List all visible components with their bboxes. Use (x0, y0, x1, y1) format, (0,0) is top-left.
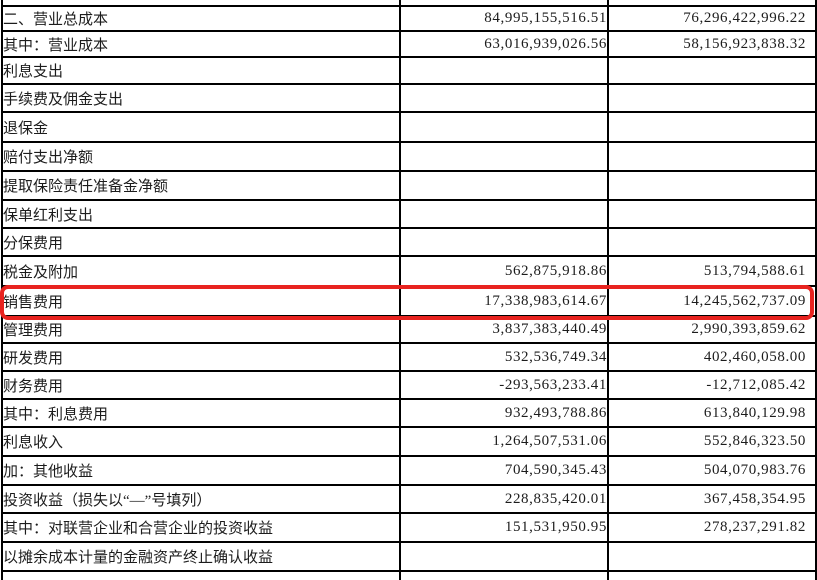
amount-prior-period (607, 227, 817, 257)
row-label: 其中：对联营企业和合营企业的投资收益 (1, 512, 401, 543)
partial-row-bottom (1, 570, 817, 580)
row-label: 利息支出 (1, 56, 401, 85)
amount-current-period: 1,264,507,531.06 (399, 426, 609, 457)
amount-current-period (399, 199, 609, 229)
row-label: 研发费用 (1, 342, 401, 372)
amount-prior-period: 278,237,291.82 (607, 512, 817, 543)
row-label: 其中：营业成本 (1, 30, 401, 58)
row-label: 分保费用 (1, 227, 401, 257)
partial-row-top (1, 0, 817, 7)
row-label: 其中：利息费用 (1, 398, 401, 428)
amount-current-period (399, 56, 609, 85)
amount-current-period (399, 541, 609, 572)
table-row: 税金及附加 562,875,918.86 513,794,588.61 (1, 255, 817, 287)
row-label: 提取保险责任准备金净额 (1, 170, 401, 201)
table-row: 赔付支出净额 (1, 141, 817, 172)
amount-current-period: 151,531,950.95 (399, 512, 609, 543)
table-row: 加：其他收益 704,590,345.43 504,070,983.76 (1, 455, 817, 486)
empty-cell (1, 0, 401, 7)
amount-prior-period: 402,460,058.00 (607, 342, 817, 372)
row-label: 二、营业总成本 (1, 5, 401, 32)
table-row: 其中：利息费用 932,493,788.86 613,840,129.98 (1, 398, 817, 428)
amount-prior-period: 513,794,588.61 (607, 255, 817, 287)
row-label: 保单红利支出 (1, 199, 401, 229)
amount-current-period (399, 227, 609, 257)
row-label: 销售费用 (1, 285, 401, 317)
row-label: 财务费用 (1, 370, 401, 400)
empty-cell (607, 0, 817, 7)
row-label: 管理费用 (1, 315, 401, 344)
amount-prior-period (607, 199, 817, 229)
empty-cell (399, 570, 609, 580)
amount-prior-period (607, 83, 817, 113)
table-row: 以摊余成本计量的金融资产终止确认收益 (1, 541, 817, 572)
row-label: 退保金 (1, 111, 401, 143)
table-row: 分保费用 (1, 227, 817, 257)
table-body: 二、营业总成本 84,995,155,516.51 76,296,422,996.2… (1, 5, 817, 572)
amount-prior-period: 613,840,129.98 (607, 398, 817, 428)
table-row: 保单红利支出 (1, 199, 817, 229)
table-row: 利息支出 (1, 56, 817, 85)
amount-current-period: 562,875,918.86 (399, 255, 609, 287)
table-row-highlighted: 销售费用 17,338,983,614.67 14,245,562,737.09 (1, 285, 817, 317)
amount-current-period (399, 170, 609, 201)
amount-prior-period (607, 170, 817, 201)
amount-current-period (399, 111, 609, 143)
amount-prior-period: 76,296,422,996.22 (607, 5, 817, 32)
amount-current-period (399, 141, 609, 172)
amount-prior-period: 552,846,323.50 (607, 426, 817, 457)
table-row: 财务费用 -293,563,233.41 -12,712,085.42 (1, 370, 817, 400)
amount-current-period: 3,837,383,440.49 (399, 315, 609, 344)
amount-current-period: -293,563,233.41 (399, 370, 609, 400)
amount-current-period: 17,338,983,614.67 (399, 285, 609, 317)
amount-prior-period (607, 56, 817, 85)
table-row: 其中：对联营企业和合营企业的投资收益 151,531,950.95 278,237,… (1, 512, 817, 543)
table-row: 二、营业总成本 84,995,155,516.51 76,296,422,996.2… (1, 5, 817, 32)
amount-prior-period: -12,712,085.42 (607, 370, 817, 400)
amount-prior-period: 504,070,983.76 (607, 455, 817, 486)
table-row: 其中：营业成本 63,016,939,026.56 58,156,923,838.3… (1, 30, 817, 58)
amount-current-period: 228,835,420.01 (399, 484, 609, 514)
amount-prior-period (607, 541, 817, 572)
amount-prior-period (607, 141, 817, 172)
amount-current-period (399, 83, 609, 113)
empty-cell (399, 0, 609, 7)
row-label: 税金及附加 (1, 255, 401, 287)
table-row: 研发费用 532,536,749.34 402,460,058.00 (1, 342, 817, 372)
empty-cell (607, 570, 817, 580)
amount-current-period: 932,493,788.86 (399, 398, 609, 428)
amount-current-period: 84,995,155,516.51 (399, 5, 609, 32)
amount-prior-period: 14,245,562,737.09 (607, 285, 817, 317)
amount-prior-period: 2,990,393,859.62 (607, 315, 817, 344)
table-row: 利息收入 1,264,507,531.06 552,846,323.50 (1, 426, 817, 457)
amount-prior-period: 367,458,354.95 (607, 484, 817, 514)
table-row: 投资收益（损失以“—”号填列） 228,835,420.01 367,458,354… (1, 484, 817, 514)
row-label: 利息收入 (1, 426, 401, 457)
amount-current-period: 704,590,345.43 (399, 455, 609, 486)
row-label: 投资收益（损失以“—”号填列） (1, 484, 401, 514)
amount-prior-period (607, 111, 817, 143)
row-label: 手续费及佣金支出 (1, 83, 401, 113)
table-row: 提取保险责任准备金净额 (1, 170, 817, 201)
row-label: 加：其他收益 (1, 455, 401, 486)
amount-prior-period: 58,156,923,838.32 (607, 30, 817, 58)
row-label: 赔付支出净额 (1, 141, 401, 172)
table-row: 退保金 (1, 111, 817, 143)
amount-current-period: 63,016,939,026.56 (399, 30, 609, 58)
table-row: 管理费用 3,837,383,440.49 2,990,393,859.62 (1, 315, 817, 344)
empty-cell (1, 570, 401, 580)
table-row: 手续费及佣金支出 (1, 83, 817, 113)
amount-current-period: 532,536,749.34 (399, 342, 609, 372)
row-label: 以摊余成本计量的金融资产终止确认收益 (1, 541, 401, 572)
